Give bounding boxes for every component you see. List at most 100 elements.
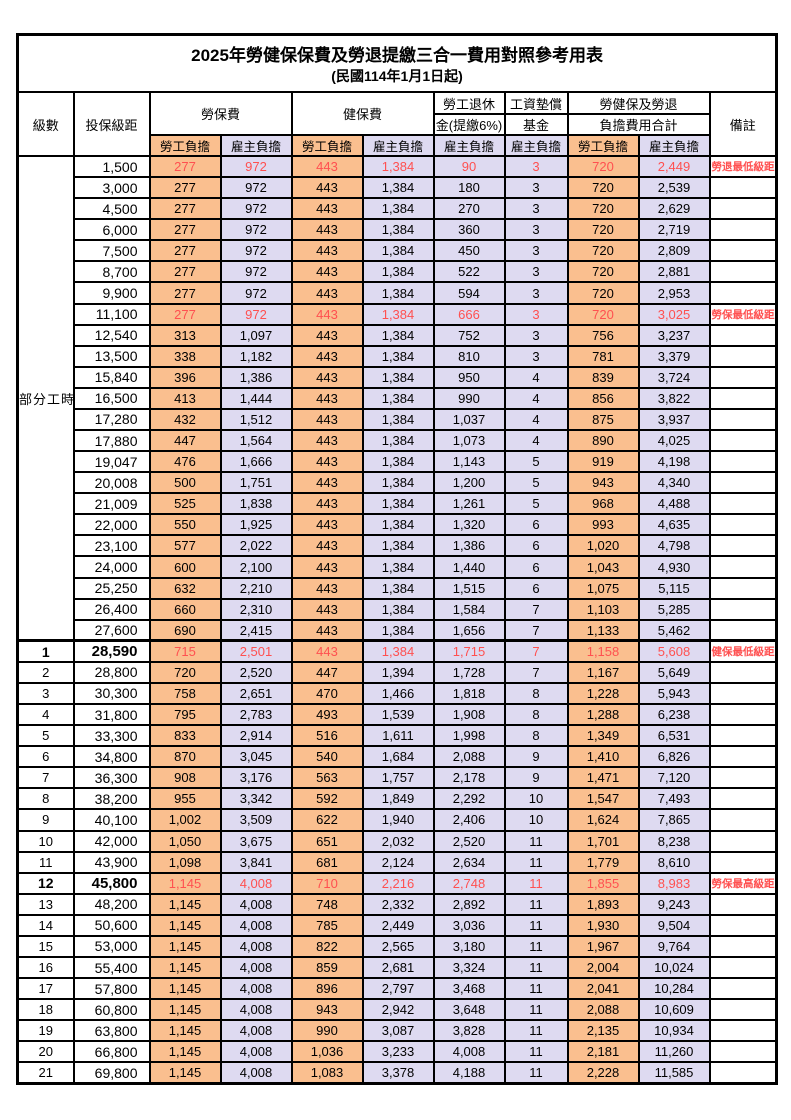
bracket-cell: 15,840: [72, 365, 151, 389]
labor-employer-cell: 972: [219, 154, 293, 179]
bracket-cell: 7,500: [72, 239, 151, 263]
total-employee-cell: 720: [566, 302, 640, 326]
total-employer-cell: 7,865: [637, 808, 711, 832]
health-employee-cell: 443: [290, 450, 364, 474]
note-cell: [708, 1019, 778, 1043]
bracket-cell: 36,300: [72, 766, 151, 790]
labor-employer-cell: 2,210: [219, 576, 293, 600]
total-employee-cell: 1,410: [566, 745, 640, 769]
total-employee-cell: 1,288: [566, 703, 640, 727]
health-employee-cell: 443: [290, 513, 364, 537]
note-cell: [708, 365, 778, 389]
labor-employee-cell: 277: [148, 260, 222, 284]
total-employee-cell: 1,167: [566, 660, 640, 684]
level-cell: 14: [16, 913, 75, 937]
bracket-cell: 17,280: [72, 407, 151, 432]
health-employee-cell: 443: [290, 618, 364, 642]
total-employee-cell: 1,779: [566, 850, 640, 874]
wage-fund-employer-cell: 3: [503, 344, 569, 368]
note-cell: [708, 745, 778, 769]
total-employer-cell: 10,284: [637, 977, 711, 1001]
labor-employee-cell: 1,145: [148, 955, 222, 980]
level-cell: 18: [16, 998, 75, 1022]
labor-employee-cell: 1,145: [148, 1061, 222, 1085]
health-employer-cell: 1,384: [361, 302, 435, 326]
header-pension-line2: 金(提繳6%): [432, 113, 506, 136]
labor-employee-cell: 715: [148, 639, 222, 663]
table-row: 13 48,200 1,145 4,008 748 2,332 2,892 11 1,893 9,…: [16, 892, 778, 916]
table-title: 2025年勞健保保費及勞退提繳三合一費用對照參考用表 (民國114年1月1日起): [16, 33, 778, 93]
health-employer-cell: 1,384: [361, 555, 435, 579]
total-employer-cell: 11,585: [637, 1061, 711, 1085]
health-employer-cell: 1,394: [361, 660, 435, 684]
wage-fund-employer-cell: 10: [503, 787, 569, 811]
wage-fund-employer-cell: 11: [503, 913, 569, 937]
total-employee-cell: 2,088: [566, 998, 640, 1022]
note-cell: [708, 703, 778, 727]
wage-fund-employer-cell: 9: [503, 766, 569, 790]
bracket-cell: 57,800: [72, 977, 151, 1001]
pension-employer-cell: 594: [432, 281, 506, 305]
total-employer-cell: 4,340: [637, 471, 711, 495]
bracket-cell: 19,047: [72, 450, 151, 474]
pension-employer-cell: 2,088: [432, 745, 506, 769]
labor-employer-cell: 1,444: [219, 386, 293, 410]
labor-employee-cell: 577: [148, 534, 222, 558]
labor-employee-cell: 833: [148, 724, 222, 748]
level-cell: 2: [16, 660, 75, 684]
pension-employer-cell: 1,320: [432, 513, 506, 537]
health-employer-cell: 2,332: [361, 892, 435, 916]
total-employer-cell: 5,649: [637, 660, 711, 684]
header-wage-fund-line1: 工資墊償: [503, 91, 569, 115]
health-employer-cell: 1,384: [361, 218, 435, 242]
total-employer-cell: 9,243: [637, 892, 711, 916]
table-row: 8 38,200 955 3,342 592 1,849 2,292 10 1,547 7,493: [16, 787, 778, 811]
labor-employee-cell: 1,145: [148, 998, 222, 1022]
wage-fund-employer-cell: 6: [503, 534, 569, 558]
wage-fund-employer-cell: 3: [503, 197, 569, 221]
labor-employer-cell: 4,008: [219, 871, 293, 895]
pension-employer-cell: 1,715: [432, 639, 506, 663]
wage-fund-employer-cell: 4: [503, 386, 569, 410]
health-employer-cell: 1,384: [361, 176, 435, 200]
pension-employer-cell: 180: [432, 176, 506, 200]
labor-employer-cell: 1,097: [219, 323, 293, 347]
health-employer-cell: 1,384: [361, 323, 435, 347]
total-employer-cell: 6,531: [637, 724, 711, 748]
level-cell: 7: [16, 766, 75, 790]
wage-fund-employer-cell: 3: [503, 302, 569, 326]
bracket-cell: 8,700: [72, 260, 151, 284]
labor-employee-cell: 660: [148, 597, 222, 621]
table-row: 6 34,800 870 3,045 540 1,684 2,088 9 1,410 6,826: [16, 745, 778, 769]
wage-fund-employer-cell: 7: [503, 597, 569, 621]
labor-employee-cell: 795: [148, 703, 222, 727]
labor-employer-cell: 972: [219, 218, 293, 242]
labor-employee-cell: 277: [148, 197, 222, 221]
pension-employer-cell: 3,468: [432, 977, 506, 1001]
health-employer-cell: 1,384: [361, 344, 435, 368]
health-employee-cell: 443: [290, 597, 364, 621]
labor-employer-cell: 972: [219, 197, 293, 221]
note-cell: [708, 829, 778, 853]
total-employee-cell: 720: [566, 197, 640, 221]
bracket-cell: 12,540: [72, 323, 151, 347]
labor-employee-cell: 908: [148, 766, 222, 790]
table-row: 9 40,100 1,002 3,509 622 1,940 2,406 10 1,624 7,8…: [16, 808, 778, 832]
health-employee-cell: 443: [290, 639, 364, 663]
note-cell: [708, 534, 778, 558]
labor-employer-cell: 972: [219, 302, 293, 326]
header-labor-employer: 雇主負擔: [219, 134, 293, 157]
health-employer-cell: 1,384: [361, 450, 435, 474]
health-employer-cell: 1,684: [361, 745, 435, 769]
level-cell: 20: [16, 1040, 75, 1064]
health-employee-cell: 443: [290, 239, 364, 263]
health-employer-cell: 1,384: [361, 365, 435, 389]
level-cell: 21: [16, 1061, 75, 1085]
note-cell: [708, 660, 778, 684]
bracket-cell: 66,800: [72, 1040, 151, 1064]
table-row: 23,100 577 2,022 443 1,384 1,386 6 1,020 4,798: [18, 534, 778, 558]
labor-employer-cell: 4,008: [219, 977, 293, 1001]
wage-fund-employer-cell: 11: [503, 829, 569, 853]
wage-fund-employer-cell: 3: [503, 218, 569, 242]
table-row: 3 30,300 758 2,651 470 1,466 1,818 8 1,228 5,943: [16, 681, 778, 706]
